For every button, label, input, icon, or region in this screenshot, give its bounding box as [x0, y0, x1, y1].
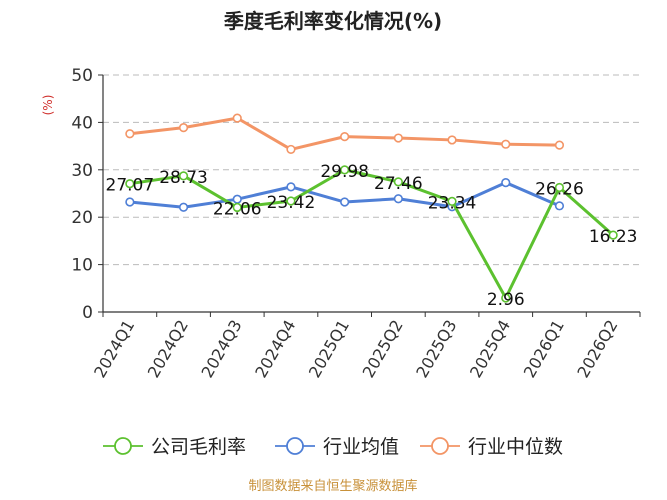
data-label: 23.34 — [428, 193, 477, 213]
legend-label: 公司毛利率 — [151, 436, 246, 458]
data-point — [393, 194, 403, 204]
series-line — [129, 168, 615, 300]
data-point — [178, 171, 189, 181]
y-tick-label: 10 — [71, 256, 93, 276]
data-point — [340, 165, 350, 175]
y-tick-label: 50 — [71, 66, 93, 86]
x-tick-label: 2025Q1 — [305, 317, 353, 381]
data-point — [125, 129, 135, 139]
x-tick-label: 2026Q1 — [520, 317, 568, 381]
data-point — [554, 201, 565, 211]
series-group — [125, 113, 618, 303]
data-point — [232, 113, 242, 123]
chart-title: 季度毛利率变化情况(%) — [223, 9, 442, 33]
x-tick-label: 2024Q1 — [90, 317, 138, 381]
data-point — [501, 293, 511, 303]
y-tick-label: 0 — [82, 303, 93, 323]
data-point — [501, 139, 511, 149]
legend-marker — [114, 437, 132, 455]
x-tick-label: 2025Q4 — [466, 317, 514, 381]
data-point — [178, 123, 189, 133]
data-point — [286, 196, 296, 206]
data-point — [340, 197, 350, 207]
data-label: 23.42 — [267, 193, 316, 213]
data-point — [447, 135, 457, 145]
data-point — [178, 202, 189, 212]
data-point — [608, 230, 618, 240]
data-point — [393, 177, 403, 187]
data-point — [501, 177, 511, 188]
data-label: 2.96 — [487, 290, 525, 310]
legend: 公司毛利率 行业均值 行业中位数 — [103, 436, 563, 458]
data-label: 29.98 — [320, 162, 369, 182]
x-tick-label: 2026Q2 — [573, 317, 621, 381]
x-tick-label: 2025Q3 — [412, 317, 460, 381]
x-tick-label: 2025Q2 — [359, 317, 407, 381]
y-axis-label: (%) — [41, 95, 55, 116]
data-point — [286, 182, 296, 192]
y-tick-label: 30 — [71, 161, 93, 181]
legend-marker — [286, 437, 304, 455]
data-point — [554, 140, 565, 150]
data-point — [125, 197, 135, 207]
x-tick-label: 2024Q2 — [144, 317, 192, 381]
data-label: 16.23 — [589, 227, 638, 247]
legend-label: 行业中位数 — [468, 436, 563, 458]
data-point — [393, 133, 403, 143]
data-point — [554, 182, 565, 193]
x-tick-label: 2024Q3 — [198, 317, 246, 381]
legend-marker — [431, 437, 449, 455]
data-label: 26.26 — [535, 180, 584, 200]
data-label: 27.07 — [106, 176, 155, 196]
data-label: 28.73 — [159, 168, 208, 188]
legend-label: 行业均值 — [323, 436, 399, 458]
data-point — [125, 179, 135, 189]
data-point — [447, 196, 457, 206]
data-label: 27.46 — [374, 174, 423, 194]
y-tick-label: 40 — [71, 113, 93, 133]
data-point — [232, 202, 242, 213]
source-note: 制图数据来自恒生聚源数据库 — [248, 478, 417, 494]
x-tick-label: 2024Q4 — [251, 317, 299, 381]
y-tick-label: 20 — [71, 208, 93, 228]
data-label: 22.06 — [213, 199, 262, 219]
data-point — [340, 132, 350, 142]
data-point — [286, 144, 296, 155]
